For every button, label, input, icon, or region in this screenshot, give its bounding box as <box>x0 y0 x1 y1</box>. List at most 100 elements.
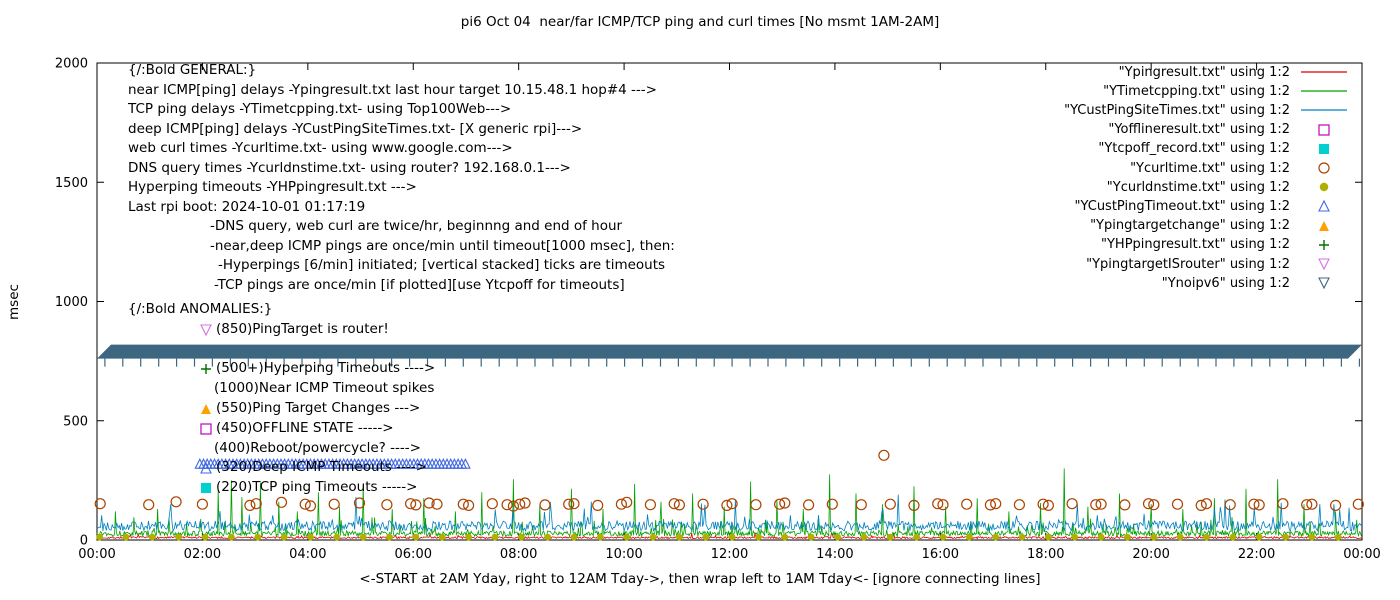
annotation-text: (1000)Near ICMP Timeout spikes <box>214 380 435 397</box>
annotation-text: (220)TCP ping Timeouts -----> <box>216 479 418 496</box>
legend-label: "Ypingresult.txt" using 1:2 <box>1118 64 1290 80</box>
data-point <box>860 533 868 541</box>
data-point <box>1171 498 1184 510</box>
data-point <box>1142 498 1155 510</box>
data-point <box>1308 533 1316 541</box>
data-point <box>463 499 475 511</box>
data-point <box>1071 533 1079 541</box>
data-point <box>1282 533 1289 541</box>
data-point <box>702 533 710 541</box>
x-tick-label: 18:00 <box>1027 547 1064 562</box>
data-point <box>755 533 762 541</box>
data-point <box>908 499 920 511</box>
noipv6-band <box>97 344 1362 359</box>
data-point <box>1095 498 1107 510</box>
x-tick-label: 06:00 <box>395 547 432 562</box>
legend-label: "YCustPingTimeout.txt" using 1:2 <box>1074 198 1290 214</box>
triangle-open-icon <box>1318 200 1330 212</box>
data-point <box>1229 533 1237 541</box>
data-point <box>196 498 208 510</box>
plus-icon <box>1319 239 1329 250</box>
data-point <box>96 533 103 541</box>
data-point <box>773 498 786 510</box>
data-point <box>491 533 499 541</box>
data-point <box>855 499 867 511</box>
data-point <box>615 498 628 510</box>
line-icon <box>1301 109 1347 112</box>
legend-entry: "Ypingresult.txt" using 1:2 <box>1119 64 1350 80</box>
x-tick-label: 14:00 <box>816 547 853 562</box>
data-point <box>386 533 393 541</box>
data-point <box>1200 498 1213 510</box>
data-point <box>381 499 393 511</box>
data-point <box>514 498 526 510</box>
annotation-row: TCP ping delays -YTimetcpping.txt- using… <box>128 101 511 117</box>
legend-entry: "Ypingtargetchange" using 1:2 <box>1090 218 1350 234</box>
circle-open-icon <box>1318 162 1330 174</box>
circle-filled-icon <box>1319 182 1329 192</box>
x-tick-label: 00:00 <box>1343 547 1380 562</box>
data-point <box>990 498 1002 510</box>
data-point <box>563 498 575 510</box>
annotation-text: (550)Ping Target Changes ---> <box>216 400 421 416</box>
triangle-down-open-icon <box>1318 258 1330 271</box>
chart-title: pi6 Oct 04 near/far ICMP/TCP ping and cu… <box>460 14 940 30</box>
data-point <box>1148 499 1160 511</box>
data-point <box>228 533 235 541</box>
series-YCustPingTimeout <box>194 457 471 469</box>
y-tick-label: 1500 <box>55 176 88 191</box>
annotation-text: (400)Reboot/powercycle? ----> <box>214 439 421 456</box>
annotation-row: (850)PingTarget is router! <box>199 321 389 337</box>
data-point <box>886 533 894 541</box>
data-point <box>644 499 657 511</box>
legend-label: "YCustPingSiteTimes.txt" using 1:2 <box>1064 102 1290 118</box>
annotation-text: (320)Deep ICMP Timeouts ----> <box>216 459 427 476</box>
annotation-row: {/:Bold ANOMALIES:} <box>128 301 272 317</box>
annotation-text: {/:Bold GENERAL:} <box>128 62 257 78</box>
annotation-row: -near,deep ICMP pings are once/min until… <box>210 238 675 254</box>
data-point <box>1119 499 1131 511</box>
data-point <box>304 500 317 512</box>
annotation-row: web curl times -Ycurltime.txt- using www… <box>128 140 513 156</box>
data-point <box>750 499 762 511</box>
legend-entry: "YpingtargetISrouter" using 1:2 <box>1086 256 1350 272</box>
annotation-row: (550)Ping Target Changes ---> <box>199 400 420 416</box>
data-point <box>726 498 738 510</box>
annotation-row: -Hyperpings [6/min] initiated; [vertical… <box>218 257 665 273</box>
triangle-filled-icon <box>1319 220 1329 231</box>
data-point <box>201 533 209 541</box>
data-point <box>465 533 472 541</box>
data-point <box>1124 533 1131 541</box>
data-point <box>781 533 789 541</box>
data-point <box>1097 533 1105 541</box>
data-point <box>333 533 341 541</box>
x-tick-label: 04:00 <box>289 547 326 562</box>
x-tick-label: 12:00 <box>711 547 748 562</box>
data-point <box>170 496 182 508</box>
data-point <box>328 498 340 510</box>
x-tick-label: 02:00 <box>184 547 221 562</box>
legend-label: "Ytcpoff_record.txt" using 1:2 <box>1098 141 1290 157</box>
data-point <box>1013 499 1026 511</box>
x-tick-label: 00:00 <box>78 547 115 562</box>
annotation-row: (450)OFFLINE STATE -----> <box>199 420 394 436</box>
annotation-text: {/:Bold ANOMALIES:} <box>128 301 273 317</box>
legend-label: "Ycurldnstime.txt" using 1:2 <box>1106 179 1290 195</box>
legend-entry: "YHPpingresult.txt" using 1:2 <box>1101 237 1350 253</box>
data-point <box>878 449 890 461</box>
data-point <box>299 498 311 510</box>
data-point <box>1224 499 1236 511</box>
annotation-row: DNS query times -Ycurldnstime.txt- using… <box>128 160 571 176</box>
x-tick-label: 20:00 <box>1132 547 1169 562</box>
data-point <box>779 497 791 509</box>
annotation-row: (500+)Hyperping Timeouts ----> <box>199 360 435 376</box>
annotation-row: (220)TCP ping Timeouts -----> <box>199 479 418 495</box>
data-point <box>913 533 920 541</box>
data-point <box>438 533 446 541</box>
data-point <box>1248 498 1260 510</box>
data-point <box>423 497 435 509</box>
legend-entry: "Ycurltime.txt" using 1:2 <box>1130 160 1350 176</box>
data-point <box>544 533 552 541</box>
annotation-text: (450)OFFLINE STATE -----> <box>216 419 394 436</box>
data-point <box>359 533 367 541</box>
